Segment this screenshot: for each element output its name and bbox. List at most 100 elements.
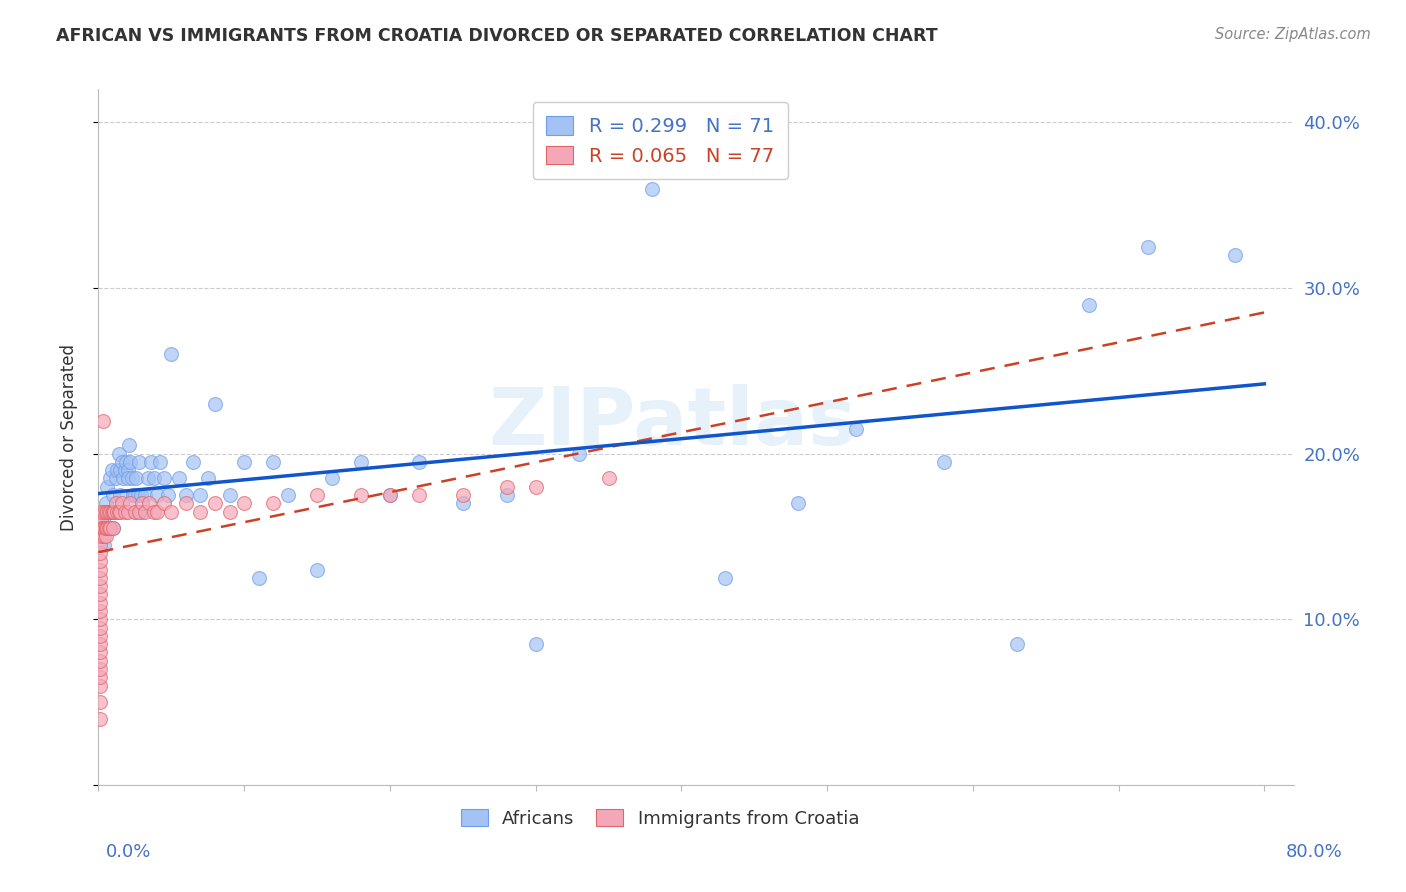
Point: [181, 455, 204, 469]
Point: [714, 571, 737, 585]
Text: ZIPatlas: ZIPatlas: [488, 384, 856, 462]
Point: [97, 505, 120, 519]
Point: [108, 447, 131, 461]
Point: [160, 347, 183, 361]
Point: [174, 496, 197, 510]
Point: [93, 538, 115, 552]
Point: [89, 612, 111, 626]
Point: [204, 397, 226, 411]
Point: [90, 529, 112, 543]
Point: [641, 181, 664, 195]
Point: [124, 488, 146, 502]
Point: [524, 480, 547, 494]
Point: [101, 521, 124, 535]
Text: Source: ZipAtlas.com: Source: ZipAtlas.com: [1215, 27, 1371, 42]
Point: [305, 488, 328, 502]
Point: [122, 488, 145, 502]
Point: [218, 488, 240, 502]
Point: [117, 471, 139, 485]
Point: [125, 471, 148, 485]
Point: [91, 521, 114, 535]
Point: [110, 505, 132, 519]
Point: [94, 529, 117, 543]
Point: [1078, 297, 1101, 311]
Point: [134, 488, 156, 502]
Point: [112, 471, 135, 485]
Point: [277, 488, 299, 502]
Point: [350, 455, 373, 469]
Point: [932, 455, 955, 469]
Point: [94, 521, 117, 535]
Point: [145, 505, 167, 519]
Point: [114, 505, 136, 519]
Point: [100, 463, 122, 477]
Point: [90, 521, 112, 535]
Point: [91, 521, 114, 535]
Point: [233, 496, 256, 510]
Point: [90, 505, 112, 519]
Point: [90, 521, 112, 535]
Point: [96, 505, 118, 519]
Point: [1005, 637, 1028, 651]
Point: [142, 471, 165, 485]
Point: [110, 463, 132, 477]
Point: [104, 471, 127, 485]
Point: [94, 521, 117, 535]
Point: [117, 505, 139, 519]
Point: [89, 554, 111, 568]
Point: [190, 488, 212, 502]
Point: [262, 455, 284, 469]
Point: [568, 447, 591, 461]
Text: 0.0%: 0.0%: [105, 843, 150, 861]
Point: [218, 505, 240, 519]
Point: [89, 629, 111, 643]
Point: [321, 471, 343, 485]
Point: [495, 488, 517, 502]
Point: [89, 563, 111, 577]
Point: [451, 488, 474, 502]
Point: [129, 488, 152, 502]
Point: [134, 505, 156, 519]
Point: [89, 604, 111, 618]
Point: [89, 662, 111, 676]
Point: [131, 496, 153, 510]
Point: [247, 571, 270, 585]
Point: [378, 488, 401, 502]
Point: [139, 455, 162, 469]
Point: [124, 505, 146, 519]
Point: [104, 496, 127, 510]
Point: [160, 505, 183, 519]
Point: [495, 480, 517, 494]
Point: [100, 505, 122, 519]
Point: [127, 488, 149, 502]
Point: [96, 521, 118, 535]
Point: [96, 480, 118, 494]
Point: [197, 471, 219, 485]
Point: [90, 521, 112, 535]
Point: [94, 521, 117, 535]
Point: [157, 488, 180, 502]
Point: [524, 637, 547, 651]
Point: [89, 596, 111, 610]
Text: AFRICAN VS IMMIGRANTS FROM CROATIA DIVORCED OR SEPARATED CORRELATION CHART: AFRICAN VS IMMIGRANTS FROM CROATIA DIVOR…: [56, 27, 938, 45]
Point: [91, 521, 114, 535]
Text: 80.0%: 80.0%: [1286, 843, 1343, 861]
Point: [153, 471, 176, 485]
Point: [598, 471, 620, 485]
Point: [97, 505, 120, 519]
Point: [131, 505, 153, 519]
Point: [408, 488, 430, 502]
Point: [89, 695, 111, 709]
Point: [91, 513, 114, 527]
Point: [98, 471, 121, 485]
Point: [120, 496, 142, 510]
Point: [115, 455, 138, 469]
Point: [350, 488, 373, 502]
Point: [233, 455, 256, 469]
Point: [136, 471, 159, 485]
Point: [94, 505, 117, 519]
Point: [101, 505, 124, 519]
Point: [128, 455, 150, 469]
Point: [204, 496, 226, 510]
Point: [128, 505, 150, 519]
